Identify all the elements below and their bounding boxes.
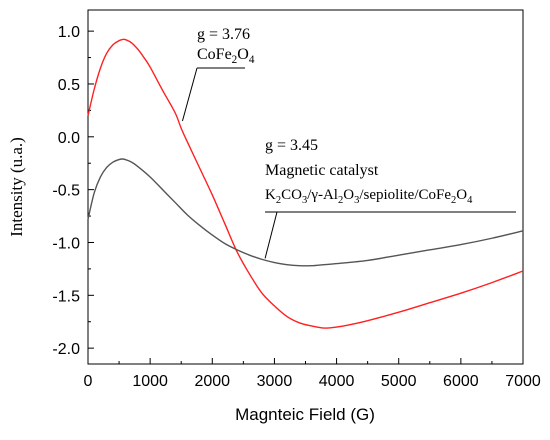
series-line-2 (87, 158, 524, 267)
annotation-1-leader (181, 67, 198, 122)
x-tick-label: 0 (84, 373, 93, 390)
y-tick-label: 1.0 (58, 24, 80, 41)
annotation-2-line-1: g = 3.45 (265, 137, 318, 154)
x-axis-ticks: 0 1000 2000 3000 4000 5000 6000 7000 (84, 358, 541, 390)
x-axis-label: Magnteic Field (G) (235, 405, 375, 424)
x-tick-label: 6000 (443, 373, 479, 390)
y-axis-ticks: 1.0 0.5 0.0 -0.5 -1.0 -1.5 -2.0 (52, 24, 94, 358)
series-line-1 (87, 38, 524, 329)
series-layer (87, 38, 524, 329)
x-tick-label: 7000 (505, 373, 541, 390)
x-tick-label: 1000 (132, 373, 168, 390)
y-tick-label: -1.0 (52, 235, 80, 252)
annotation-2-line-2: Magnetic catalyst (265, 162, 379, 179)
y-tick-label: 0.5 (58, 77, 80, 94)
annotation-2-leader (264, 211, 278, 259)
y-tick-label: 0.0 (58, 130, 80, 147)
x-tick-label: 5000 (381, 373, 417, 390)
x-tick-label: 3000 (257, 373, 293, 390)
y-axis-label: Intensity (u.a.) (7, 137, 26, 237)
x-tick-label: 4000 (319, 373, 355, 390)
y-tick-label: -0.5 (52, 183, 80, 200)
annotation-2-line-3: K2CO3/γ-Al2O3/sepiolite/CoFe2O4 (265, 187, 473, 206)
annotation-1-line-2: CoFe2O4 (197, 46, 255, 66)
y-tick-label: -1.5 (52, 288, 80, 305)
annotation-1-line-1: g = 3.76 (197, 26, 250, 43)
x-tick-label: 2000 (194, 373, 230, 390)
y-tick-label: -2.0 (52, 341, 80, 358)
annotation-layer: g = 3.76 CoFe2O4 g = 3.45 Magnetic catalyst… (181, 26, 516, 259)
